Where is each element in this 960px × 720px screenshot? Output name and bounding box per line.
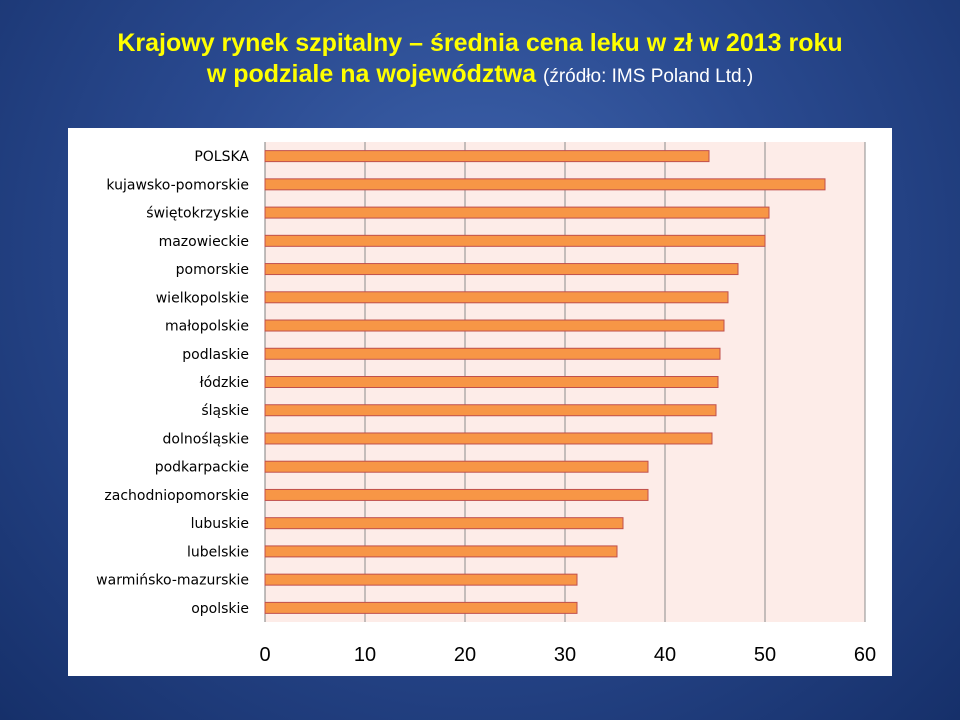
x-tick-label-10: 10 <box>354 644 376 666</box>
category-label: małopolskie <box>165 319 249 335</box>
x-tick-label-60: 60 <box>854 644 876 666</box>
bar <box>264 376 719 388</box>
title-line-2: w podziale na województwa (źródło: IMS P… <box>0 59 960 92</box>
x-tick-label-50: 50 <box>754 644 776 666</box>
title-subtitle: w podziale na województwa <box>206 60 537 88</box>
x-tick-label-30: 30 <box>554 644 576 666</box>
bar <box>264 319 725 332</box>
category-label: mazowieckie <box>159 234 249 250</box>
bar <box>264 488 649 501</box>
chart-panel: 0 10 20 30 40 50 60 POLSKA kujawsko-pomorskie świ… <box>68 128 892 676</box>
x-tick-label-0: 0 <box>259 644 270 666</box>
bar <box>264 291 729 304</box>
category-label: wielkopolskie <box>156 290 249 306</box>
bar <box>264 432 713 445</box>
bar <box>264 404 717 417</box>
bar <box>264 206 770 219</box>
category-label: pomorskie <box>176 262 249 278</box>
category-label: zachodniopomorskie <box>104 488 249 504</box>
title-source: (źródło: IMS Poland Ltd.) <box>543 66 754 87</box>
bar <box>264 347 721 360</box>
bar <box>264 545 618 558</box>
category-label: śląskie <box>201 403 249 419</box>
category-label: łódzkie <box>200 375 249 391</box>
x-tick-label-20: 20 <box>454 644 476 666</box>
bar <box>264 150 710 163</box>
bar <box>264 234 766 247</box>
category-label: kujawsko-pomorskie <box>106 177 249 193</box>
bar <box>264 601 578 614</box>
category-label: dolnośląskie <box>163 431 249 447</box>
bar <box>264 517 624 530</box>
bar <box>264 460 649 473</box>
x-tick-label-40: 40 <box>654 644 676 666</box>
category-label: lubuskie <box>191 516 249 532</box>
category-label: POLSKA <box>194 149 249 165</box>
chart-title: Krajowy rynek szpitalny – średnia cena l… <box>0 28 960 92</box>
category-label: świętokrzyskie <box>146 206 249 222</box>
category-label: podlaskie <box>182 347 249 363</box>
category-label: lubelskie <box>187 544 249 560</box>
bar-chart: 0 10 20 30 40 50 60 POLSKA kujawsko-pomorskie świ… <box>96 142 876 666</box>
title-line-1: Krajowy rynek szpitalny – średnia cena l… <box>117 29 843 57</box>
category-label: podkarpackie <box>155 460 249 476</box>
bar <box>264 263 739 276</box>
category-label: opolskie <box>191 601 249 617</box>
bar <box>264 573 578 586</box>
category-label: warmińsko-mazurskie <box>96 573 249 589</box>
bar <box>264 178 826 191</box>
